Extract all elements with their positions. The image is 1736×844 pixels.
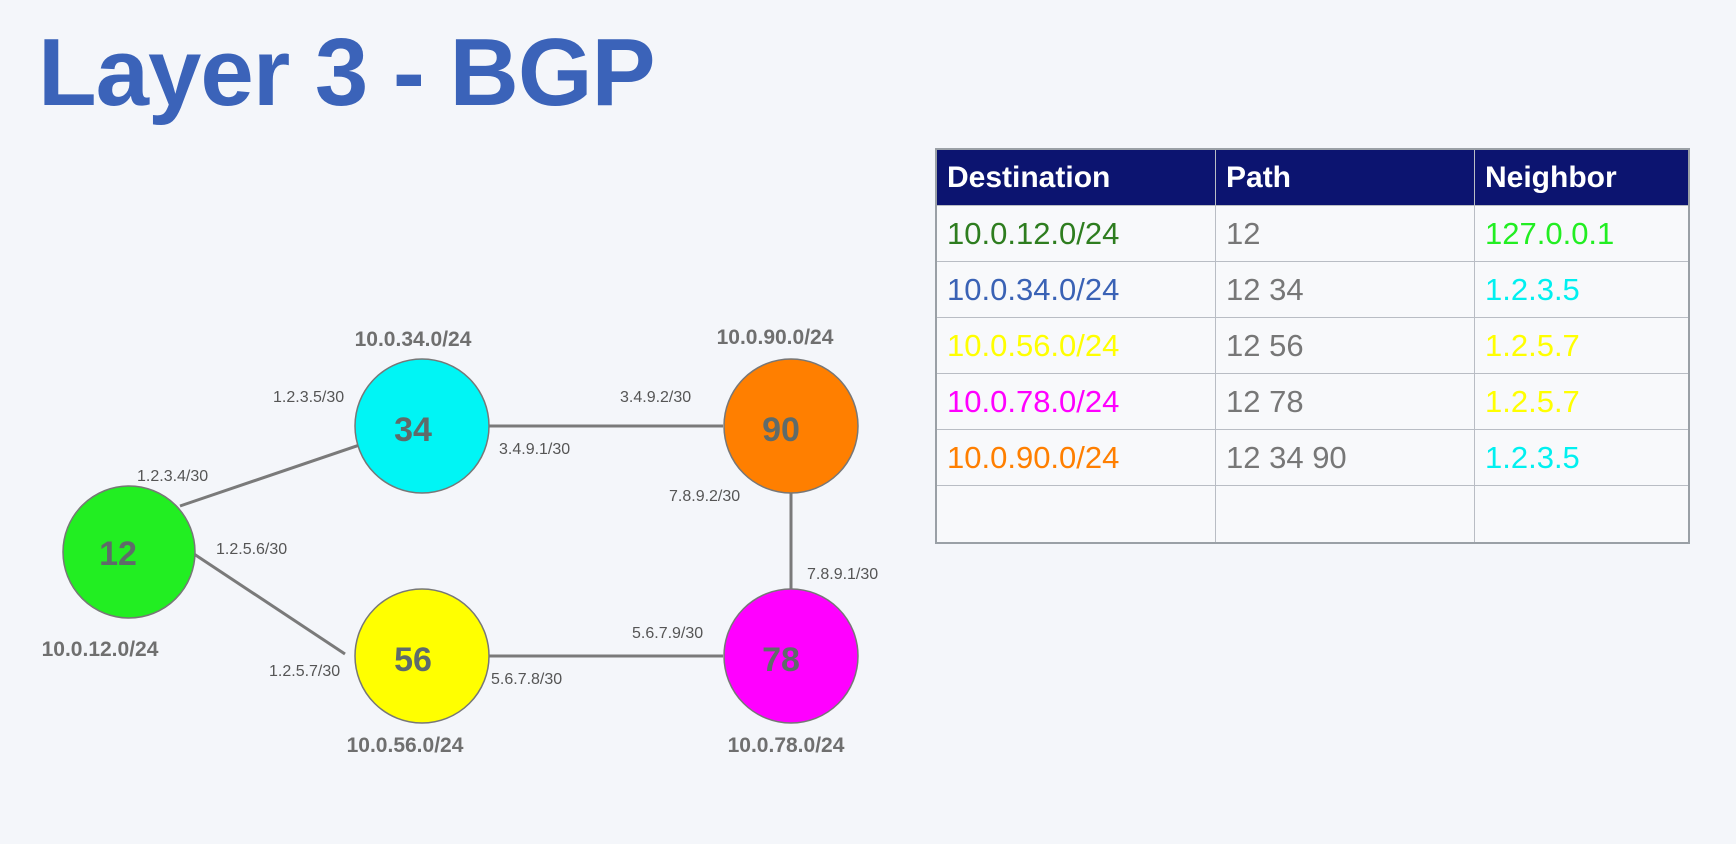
node-78-label: 78 [762,641,800,679]
network-topology-diagram: 12 34 56 78 90 10.0.12.0/24 10.0.34.0/24… [42,326,879,757]
cell-path: 12 34 90 [1215,429,1475,486]
node-56-circle [354,588,490,724]
link-12-56 [193,552,346,656]
node-90-label: 90 [762,411,800,449]
node-90-network-label: 10.0.90.0/24 [717,326,834,349]
cell-neighbor: 1.2.5.7 [1474,373,1690,430]
node-12-circle [62,485,196,619]
cell-destination: 10.0.34.0/24 [936,261,1216,318]
cell-empty [1474,485,1690,543]
header-destination: Destination [936,149,1216,206]
node-78-network-label: 10.0.78.0/24 [728,734,845,757]
cell-empty [936,485,1216,543]
ip-label-34-from-12: 1.2.3.5/30 [273,389,344,406]
ip-label-90-from-78: 7.8.9.2/30 [669,488,740,505]
node-56-label: 56 [394,641,432,679]
node-34[interactable]: 34 [354,358,490,494]
node-90[interactable]: 90 [723,358,859,494]
node-12-label: 12 [99,535,137,573]
cell-destination: 10.0.12.0/24 [936,205,1216,262]
node-34-network-label: 10.0.34.0/24 [355,328,472,351]
node-34-label: 34 [394,411,432,449]
ip-label-56-to-78: 5.6.7.8/30 [491,671,562,688]
table-row-empty [936,485,1690,543]
cell-path: 12 [1215,205,1475,262]
cell-path: 12 56 [1215,317,1475,374]
bgp-routing-table: Destination Path Neighbor 10.0.12.0/24 1… [935,148,1690,544]
table-row: 10.0.12.0/24 12 127.0.0.1 [936,205,1690,262]
ip-label-78-to-90: 7.8.9.1/30 [807,566,878,583]
cell-neighbor: 1.2.3.5 [1474,261,1690,318]
table-row: 10.0.90.0/24 12 34 90 1.2.3.5 [936,429,1690,486]
ip-label-78-from-56: 5.6.7.9/30 [632,625,703,642]
cell-empty [1215,485,1475,543]
table-row: 10.0.78.0/24 12 78 1.2.5.7 [936,373,1690,430]
ip-label-90-from-34: 3.4.9.2/30 [620,389,691,406]
header-neighbor: Neighbor [1474,149,1690,206]
link-12-34 [179,434,387,508]
cell-neighbor: 1.2.5.7 [1474,317,1690,374]
table-row: 10.0.34.0/24 12 34 1.2.3.5 [936,261,1690,318]
node-34-circle [354,358,490,494]
ip-label-12-to-34: 1.2.3.4/30 [137,468,208,485]
ip-label-34-to-90: 3.4.9.1/30 [499,441,570,458]
table-row: 10.0.56.0/24 12 56 1.2.5.7 [936,317,1690,374]
cell-neighbor: 127.0.0.1 [1474,205,1690,262]
node-90-circle [723,358,859,494]
node-56-network-label: 10.0.56.0/24 [347,734,464,757]
header-path: Path [1215,149,1475,206]
cell-destination: 10.0.90.0/24 [936,429,1216,486]
node-78-circle [723,588,859,724]
cell-destination: 10.0.78.0/24 [936,373,1216,430]
cell-path: 12 78 [1215,373,1475,430]
cell-neighbor: 1.2.3.5 [1474,429,1690,486]
table-header-row: Destination Path Neighbor [936,149,1690,206]
slide-title: Layer 3 - BGP [38,19,656,126]
cell-destination: 10.0.56.0/24 [936,317,1216,374]
node-12[interactable]: 12 [62,485,196,619]
cell-path: 12 34 [1215,261,1475,318]
ip-label-56-from-12: 1.2.5.7/30 [269,663,340,680]
node-56[interactable]: 56 [354,588,490,724]
node-12-network-label: 10.0.12.0/24 [42,638,159,661]
node-78[interactable]: 78 [723,588,859,724]
ip-label-12-to-56: 1.2.5.6/30 [216,541,287,558]
